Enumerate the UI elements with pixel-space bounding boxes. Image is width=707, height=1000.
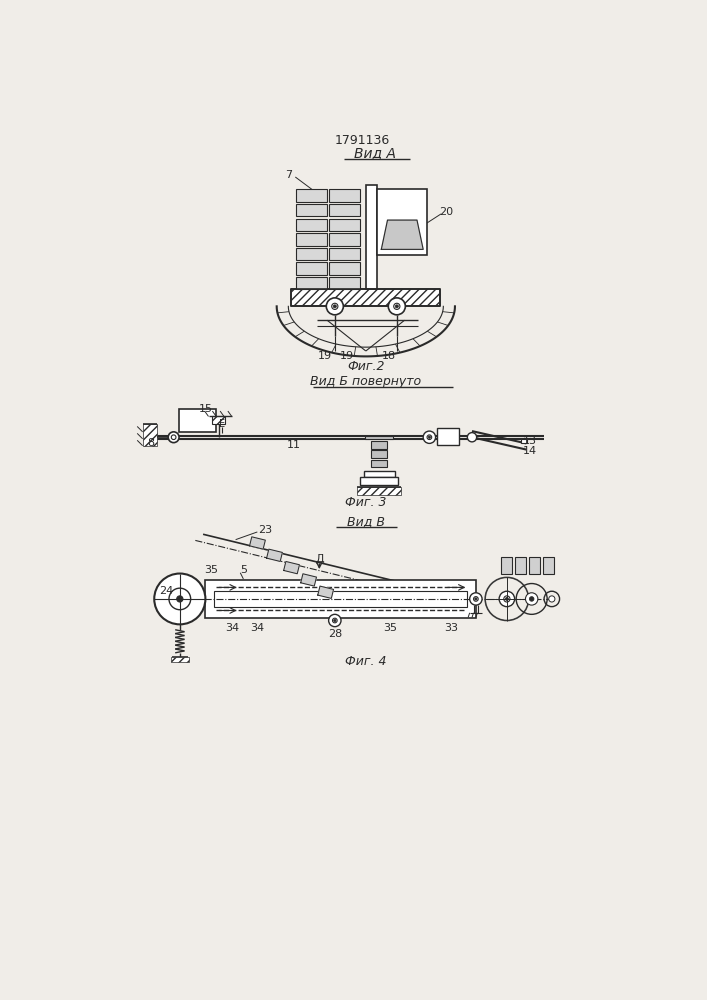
Text: Вид В: Вид В xyxy=(347,515,385,528)
Polygon shape xyxy=(284,561,300,574)
Bar xyxy=(371,441,387,449)
Bar xyxy=(329,233,361,246)
Circle shape xyxy=(427,435,432,440)
Bar xyxy=(296,189,327,202)
Circle shape xyxy=(171,435,176,440)
Circle shape xyxy=(504,596,510,602)
Polygon shape xyxy=(300,574,317,586)
Bar xyxy=(204,580,476,618)
Bar xyxy=(170,657,189,662)
Circle shape xyxy=(177,596,183,602)
Circle shape xyxy=(423,431,436,443)
Bar xyxy=(179,409,216,432)
Circle shape xyxy=(394,303,400,309)
Text: Фиг.2: Фиг.2 xyxy=(347,360,385,373)
Bar xyxy=(329,277,361,289)
Text: 24: 24 xyxy=(159,586,173,596)
Circle shape xyxy=(332,618,337,623)
Bar xyxy=(329,248,361,260)
Circle shape xyxy=(334,619,336,622)
Bar xyxy=(329,262,361,275)
Polygon shape xyxy=(317,586,334,598)
Text: 7: 7 xyxy=(285,170,292,180)
Bar xyxy=(542,557,554,574)
Bar xyxy=(360,477,398,485)
Polygon shape xyxy=(267,549,282,561)
Circle shape xyxy=(428,436,431,438)
Bar xyxy=(521,439,527,443)
Circle shape xyxy=(469,593,482,605)
Text: 5: 5 xyxy=(240,565,247,575)
Text: Вид А: Вид А xyxy=(354,146,396,160)
Polygon shape xyxy=(381,220,423,249)
Bar xyxy=(143,424,156,446)
Circle shape xyxy=(332,303,338,309)
Text: 20: 20 xyxy=(439,207,453,217)
Bar xyxy=(515,557,526,574)
Circle shape xyxy=(474,597,478,601)
Circle shape xyxy=(530,597,534,601)
Text: 13: 13 xyxy=(523,436,537,446)
Bar xyxy=(363,471,395,477)
Text: 35: 35 xyxy=(204,565,218,575)
Circle shape xyxy=(395,305,398,308)
Bar xyxy=(437,428,459,445)
Text: 11: 11 xyxy=(287,440,300,450)
Bar xyxy=(377,189,427,255)
Circle shape xyxy=(333,305,337,308)
Text: Е: Е xyxy=(218,419,225,429)
Bar xyxy=(296,262,327,275)
Text: 34: 34 xyxy=(225,623,239,633)
Bar xyxy=(501,557,513,574)
Text: 18: 18 xyxy=(382,351,396,361)
Circle shape xyxy=(327,298,344,315)
Text: Вид Б повернуто: Вид Б повернуто xyxy=(310,375,421,388)
Circle shape xyxy=(474,598,477,600)
Circle shape xyxy=(154,574,206,624)
Text: 19: 19 xyxy=(339,351,354,361)
Bar xyxy=(529,557,540,574)
Circle shape xyxy=(549,596,555,602)
Bar xyxy=(329,219,361,231)
Text: Фиг. 4: Фиг. 4 xyxy=(345,655,387,668)
Circle shape xyxy=(525,593,538,605)
Text: 19: 19 xyxy=(317,351,332,361)
Bar xyxy=(214,591,467,607)
Text: 28: 28 xyxy=(328,629,342,639)
Circle shape xyxy=(499,591,515,607)
Bar xyxy=(371,450,387,458)
Bar xyxy=(329,204,361,216)
Circle shape xyxy=(329,614,341,627)
Text: Фиг. 3: Фиг. 3 xyxy=(345,496,387,509)
Text: 35: 35 xyxy=(384,623,397,633)
Bar xyxy=(212,416,225,424)
Text: 8: 8 xyxy=(147,438,154,448)
Polygon shape xyxy=(250,537,265,549)
Bar xyxy=(296,219,327,231)
Text: 14: 14 xyxy=(523,446,537,456)
Bar xyxy=(366,185,377,289)
Text: 15: 15 xyxy=(199,404,214,414)
Bar xyxy=(291,289,440,306)
Text: 33: 33 xyxy=(444,623,458,633)
Bar xyxy=(365,436,393,439)
Circle shape xyxy=(169,588,191,610)
Text: 34: 34 xyxy=(250,623,264,633)
Text: 23: 23 xyxy=(258,525,272,535)
Circle shape xyxy=(168,432,179,443)
Bar xyxy=(296,248,327,260)
Bar xyxy=(357,487,401,495)
Text: Д: Д xyxy=(315,554,324,564)
Bar xyxy=(296,277,327,289)
Circle shape xyxy=(506,597,508,600)
Bar xyxy=(296,233,327,246)
Circle shape xyxy=(467,433,477,442)
Circle shape xyxy=(388,298,405,315)
Bar xyxy=(371,460,387,467)
Text: 1791136: 1791136 xyxy=(335,134,390,147)
Bar xyxy=(329,189,361,202)
Bar xyxy=(296,204,327,216)
